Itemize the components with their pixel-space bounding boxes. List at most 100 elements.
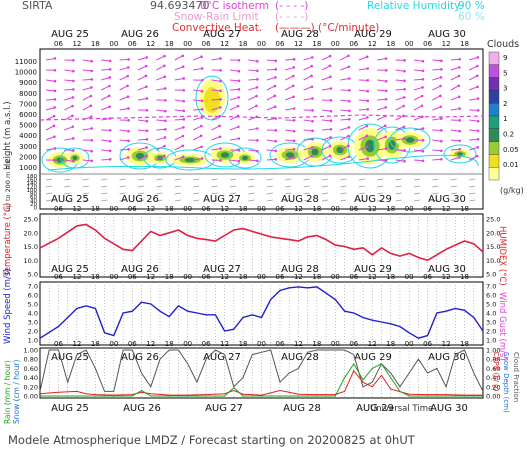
height-tick: 3000	[19, 143, 37, 151]
wind-arrow	[285, 96, 294, 101]
wind-arrow	[211, 89, 221, 92]
wind-arrow-head	[439, 76, 443, 79]
wind-arrow-head	[328, 154, 332, 158]
hour-tick: 18	[165, 40, 174, 48]
wind-arrow	[193, 158, 203, 161]
y-tick: 1.00	[24, 347, 38, 355]
wind-arrow-head	[274, 139, 278, 143]
wind-arrow-head	[384, 135, 387, 139]
panel-gridlines	[48, 214, 475, 398]
day-label: AUG 29	[354, 194, 392, 205]
wind-arrow-head	[219, 79, 222, 83]
hour-tick: 18	[165, 340, 174, 348]
wind-arrow-head	[108, 149, 112, 153]
wind-arrow	[119, 75, 128, 81]
wind-arrow-head	[329, 136, 332, 139]
wind-arrow	[450, 85, 460, 91]
wind-arrow	[340, 66, 349, 71]
snow-depth-axis-title: Snow Depth (cm)	[502, 352, 510, 413]
precip-series-line	[40, 362, 483, 397]
wind-arrow-head	[237, 58, 241, 62]
wind-arrow-head	[181, 134, 185, 138]
wind-arrow-head	[237, 159, 241, 163]
cloud-core-dense	[365, 139, 375, 153]
day-label: AUG 27	[203, 352, 241, 363]
wind-arrow-head	[127, 129, 130, 133]
wind-arrow	[45, 79, 55, 82]
wind-arrow-head	[329, 75, 332, 79]
wind-arrow-head	[182, 126, 185, 129]
wind-arrow-head	[292, 95, 295, 99]
wind-arrow	[266, 85, 276, 91]
wind-arrow-head	[421, 69, 425, 73]
surface-wind-arrow	[156, 178, 163, 181]
wind-arrow	[174, 118, 184, 121]
hour-tick: 06	[349, 205, 358, 213]
hour-tick: 06	[349, 340, 358, 348]
wind-arrow-head	[421, 139, 425, 142]
wind-arrow-head	[108, 59, 112, 63]
wind-arrow-head	[457, 95, 461, 99]
y-tick-right: 5.0	[486, 271, 496, 279]
humidity-contour	[228, 147, 262, 169]
hour-tick: 12	[368, 273, 377, 281]
wind-arrow-head	[145, 97, 149, 100]
surface-wind-arrow	[174, 199, 181, 202]
wind-arrow-head	[163, 54, 166, 58]
wind-arrow-head	[163, 154, 166, 158]
wind-arrow	[211, 98, 221, 101]
hour-tick: 06	[423, 340, 432, 348]
wind-arrow-head	[145, 56, 148, 59]
wind-arrow-head	[90, 127, 93, 130]
wind-arrow-head	[71, 114, 74, 118]
wind-arrow	[229, 96, 239, 101]
wind-arrow-head	[256, 59, 259, 63]
hour-tick: 18	[165, 205, 174, 213]
wind-arrow-head	[127, 148, 130, 151]
surface-wind-arrow	[469, 192, 476, 195]
hour-tick: 18	[239, 205, 248, 213]
wind-arrow	[450, 108, 460, 111]
wind-arrow-head	[108, 117, 112, 120]
hour-tick: 12	[294, 40, 303, 48]
wind-arrow-head	[127, 107, 130, 110]
wind-arrow-head	[53, 98, 57, 101]
surface-wind-arrow	[450, 199, 457, 202]
hour-tick: 12	[294, 340, 303, 348]
wind-arrow-head	[237, 149, 241, 152]
wind-arrow	[413, 69, 424, 72]
surface-wind-arrow	[395, 192, 402, 195]
colorbar-segment	[488, 166, 500, 181]
wind-arrow	[211, 115, 220, 121]
legend-isotherm-label: 0°C isotherm	[200, 0, 269, 12]
wind-arrow-head	[421, 149, 425, 153]
wind-arrow-head	[458, 57, 462, 61]
wind-arrow-head	[292, 58, 296, 61]
y-tick-right: 5.0	[486, 301, 496, 309]
wind-arrow-head	[421, 59, 425, 63]
wind-arrow	[101, 59, 111, 62]
surface-wind-arrow	[340, 192, 347, 195]
wind-arrow	[413, 78, 424, 81]
wind-arrow-head	[53, 68, 57, 72]
surface-wind-arrow	[82, 185, 89, 188]
low-height-tick: 0	[34, 206, 38, 212]
wind-arrow-head	[347, 134, 350, 138]
wind-arrow	[377, 98, 387, 101]
wind-arrow	[340, 118, 350, 121]
wind-arrow-head	[256, 139, 259, 142]
wind-arrow-head	[476, 137, 480, 141]
wind-arrow	[82, 95, 92, 101]
wind-arrow	[174, 55, 184, 61]
wind-arrow	[358, 116, 368, 121]
cloud-core-dense	[311, 148, 319, 156]
wind-arrow-head	[402, 104, 405, 108]
wind-arrow-head	[53, 147, 57, 150]
wind-arrow	[101, 68, 111, 71]
cloud-core-dense	[220, 152, 230, 158]
legend-rh-90: 90 %	[458, 0, 485, 12]
day-label: AUG 28	[281, 264, 319, 275]
colorbar-segment	[488, 90, 500, 104]
hour-tick: 12	[368, 340, 377, 348]
wind-arrow	[377, 58, 387, 61]
